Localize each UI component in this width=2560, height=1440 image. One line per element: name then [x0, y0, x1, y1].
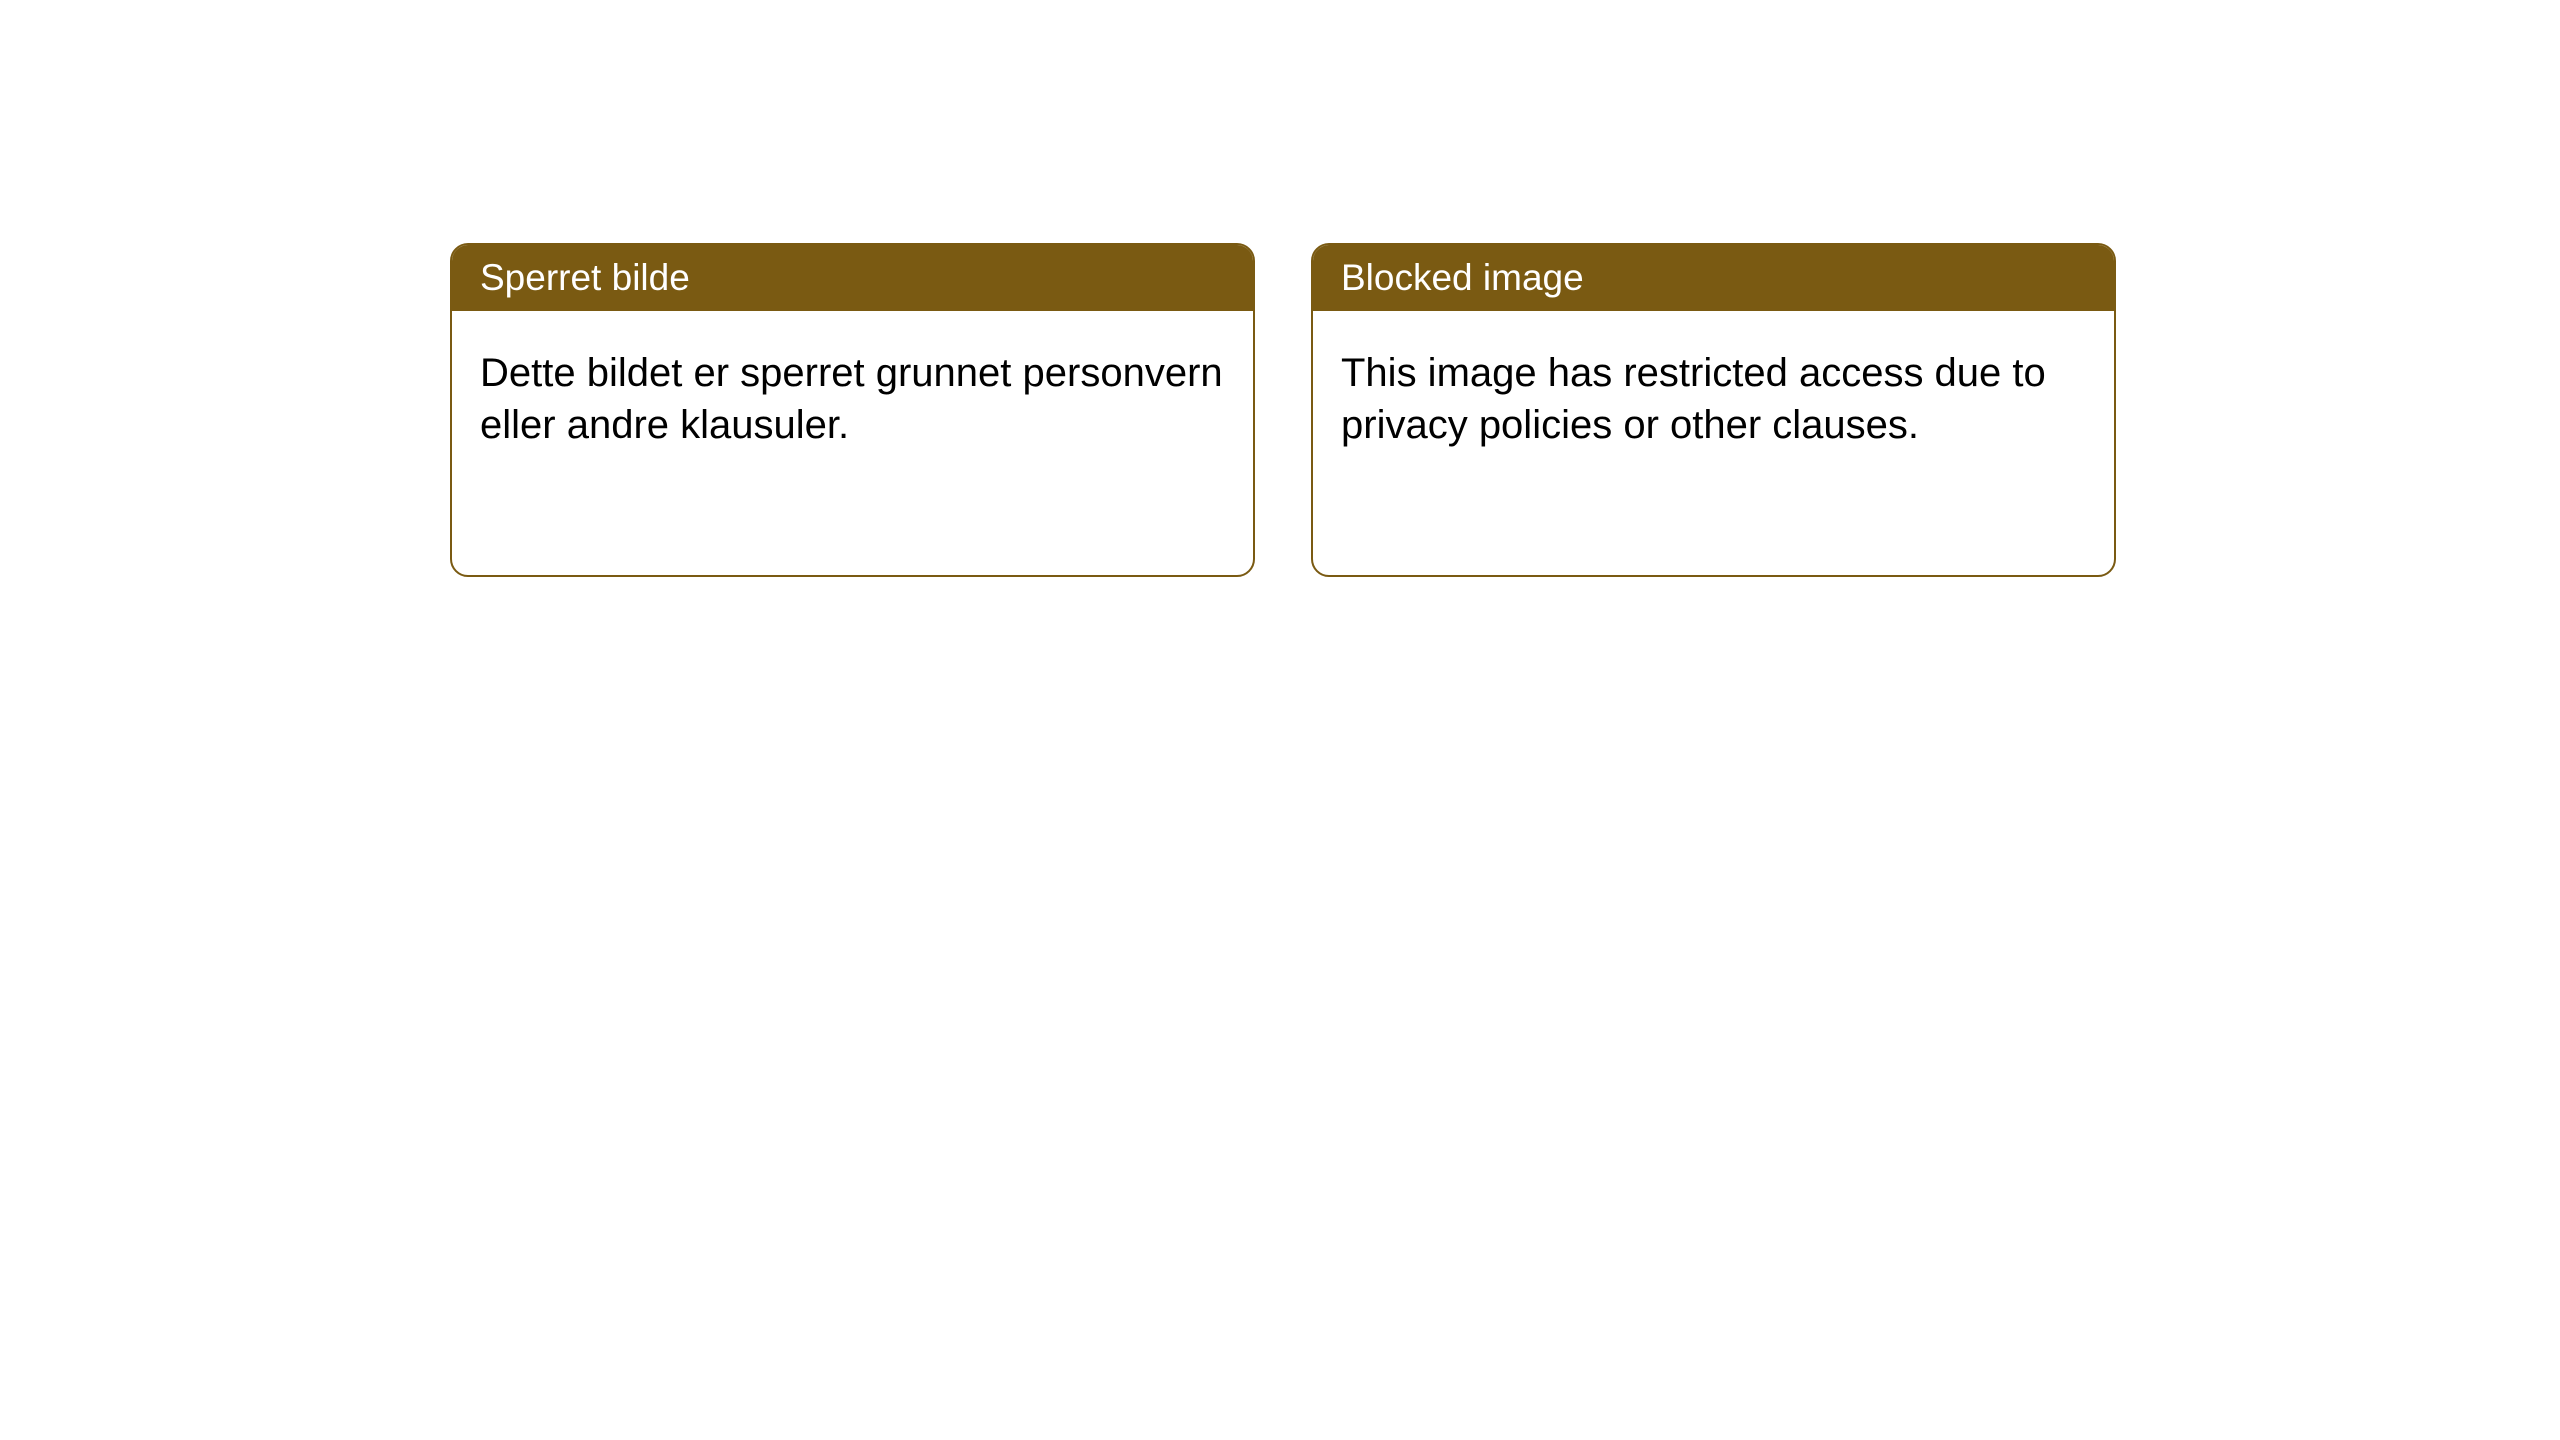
card-message: Dette bildet er sperret grunnet personve… — [480, 351, 1223, 447]
card-header: Sperret bilde — [452, 245, 1253, 311]
card-title: Blocked image — [1341, 257, 1584, 298]
blocked-image-card-norwegian: Sperret bilde Dette bildet er sperret gr… — [450, 243, 1255, 577]
card-title: Sperret bilde — [480, 257, 690, 298]
card-message: This image has restricted access due to … — [1341, 351, 2046, 447]
card-body: This image has restricted access due to … — [1313, 311, 2114, 487]
card-header: Blocked image — [1313, 245, 2114, 311]
blocked-image-card-english: Blocked image This image has restricted … — [1311, 243, 2116, 577]
card-body: Dette bildet er sperret grunnet personve… — [452, 311, 1253, 487]
notice-container: Sperret bilde Dette bildet er sperret gr… — [450, 243, 2116, 577]
